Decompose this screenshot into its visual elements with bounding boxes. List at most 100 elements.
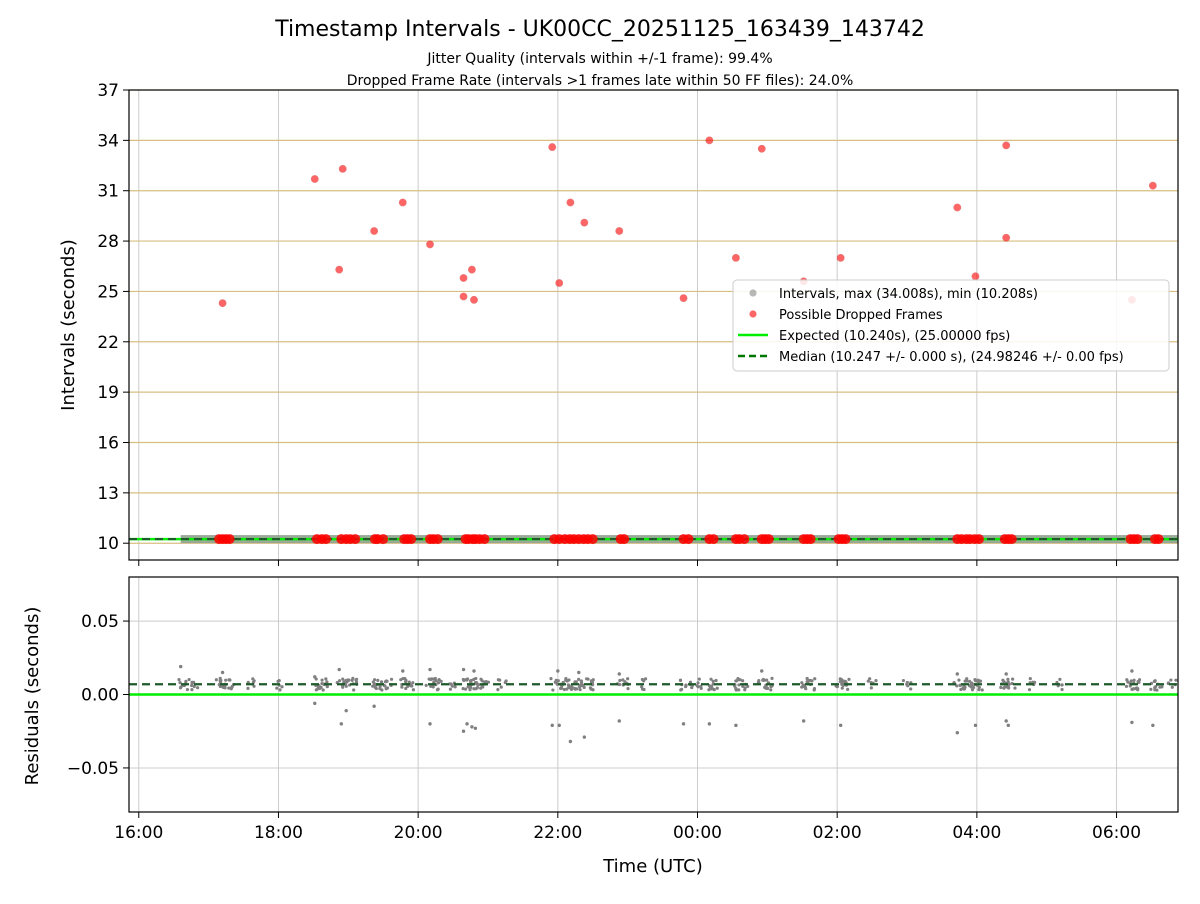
residual-point — [465, 678, 469, 682]
dropped-frame-point — [1148, 181, 1157, 190]
residual-outlier-point — [428, 722, 432, 726]
residual-point — [467, 684, 471, 688]
residual-point — [581, 683, 585, 687]
dropped-baseline-point — [840, 534, 851, 545]
residual-point — [187, 677, 191, 682]
residual-point — [372, 678, 377, 682]
dropped-baseline-point — [406, 534, 417, 545]
dropped-frame-point — [310, 175, 319, 183]
residual-point — [678, 678, 683, 682]
residual-point — [591, 678, 595, 682]
dropped-baseline-point — [1006, 534, 1017, 545]
residual-point — [351, 676, 355, 680]
dropped-baseline-point — [619, 534, 630, 545]
residual-point — [325, 685, 329, 689]
residual-point — [314, 688, 318, 692]
residual-point — [756, 680, 761, 684]
residual-point — [1137, 678, 1142, 682]
dropped-baseline-point — [378, 534, 389, 545]
residual-point — [448, 687, 453, 691]
residual-point — [504, 679, 508, 683]
residual-point — [461, 687, 465, 691]
dropped-frame-point — [566, 198, 575, 207]
residual-point — [968, 679, 972, 683]
residual-outlier-point — [372, 704, 376, 708]
residual-point — [383, 684, 387, 688]
residual-outlier-point — [1006, 723, 1010, 728]
chart-legend: Intervals, max (34.008s), min (10.208s) P… — [732, 279, 1170, 372]
residual-point — [474, 682, 478, 686]
residual-point — [711, 679, 715, 683]
residual-point — [474, 676, 478, 681]
residual-point — [385, 686, 390, 690]
residual-point — [565, 687, 569, 691]
dropped-frame-point — [705, 136, 714, 145]
residual-point — [354, 677, 359, 681]
residual-point — [715, 686, 719, 690]
dropped-frame-point — [1002, 141, 1011, 150]
residual-point — [344, 684, 348, 688]
dropped-baseline-point — [432, 534, 443, 545]
residual-point — [770, 676, 774, 680]
residuals-plot-area — [129, 577, 1178, 812]
residual-point — [178, 680, 182, 685]
residual-point — [769, 688, 773, 692]
residual-point — [549, 676, 553, 681]
residual-point — [280, 685, 284, 689]
residual-outlier-point — [617, 719, 621, 723]
residual-point — [246, 686, 250, 690]
residual-point — [679, 688, 683, 692]
x-tick-label: 16:00 — [114, 823, 163, 843]
residual-point — [905, 682, 909, 686]
residual-point — [324, 677, 328, 681]
legend-box — [732, 279, 1170, 372]
dropped-frame-point — [470, 295, 478, 304]
legend-marker-dropped — [749, 310, 757, 318]
top-y-axis-label: Intervals (seconds) — [58, 239, 79, 411]
residual-point — [578, 685, 582, 689]
residual-outlier-point — [470, 725, 474, 729]
residual-point — [439, 679, 443, 683]
residual-outlier-point — [973, 723, 978, 728]
residual-point — [275, 686, 279, 690]
residual-point — [411, 681, 415, 685]
residual-point — [574, 680, 578, 684]
residual-outlier-point — [1004, 719, 1008, 723]
residual-point — [1006, 685, 1010, 689]
residual-point — [734, 679, 738, 683]
dropped-baseline-point — [683, 534, 694, 545]
residual-point — [229, 687, 233, 691]
residual-outlier-point — [955, 730, 960, 735]
residual-point — [804, 687, 808, 691]
residual-point — [404, 686, 408, 691]
residual-point — [626, 677, 630, 681]
dropped-baseline-point — [350, 534, 361, 545]
residual-outlier-point — [734, 723, 738, 728]
residual-point — [812, 687, 817, 691]
residual-point — [190, 680, 194, 684]
top-y-tick-label: 19 — [97, 383, 119, 403]
residual-point — [617, 682, 621, 687]
x-axis-label: Time (UTC) — [602, 856, 703, 877]
dropped-baseline-point — [805, 534, 816, 545]
residual-outlier-point — [465, 722, 469, 726]
residual-point — [642, 679, 646, 683]
residual-point — [741, 679, 745, 683]
residual-point — [579, 679, 584, 683]
chart-subtitle-1: Jitter Quality (intervals within +/-1 fr… — [426, 51, 772, 67]
dropped-frame-point — [953, 203, 962, 212]
residual-point — [468, 679, 473, 683]
residual-point — [562, 687, 566, 692]
residual-point — [573, 686, 577, 691]
residual-point — [449, 682, 453, 686]
top-y-tick-label: 31 — [97, 182, 119, 202]
residual-outlier-point — [556, 669, 560, 673]
residual-point — [800, 681, 804, 685]
dropped-baseline-point — [587, 534, 598, 545]
residual-point — [1149, 687, 1153, 691]
dropped-frame-point — [398, 198, 407, 207]
residual-point — [475, 686, 479, 690]
residual-point — [1124, 684, 1129, 688]
residual-point — [567, 678, 571, 682]
residual-outlier-point — [313, 701, 317, 706]
